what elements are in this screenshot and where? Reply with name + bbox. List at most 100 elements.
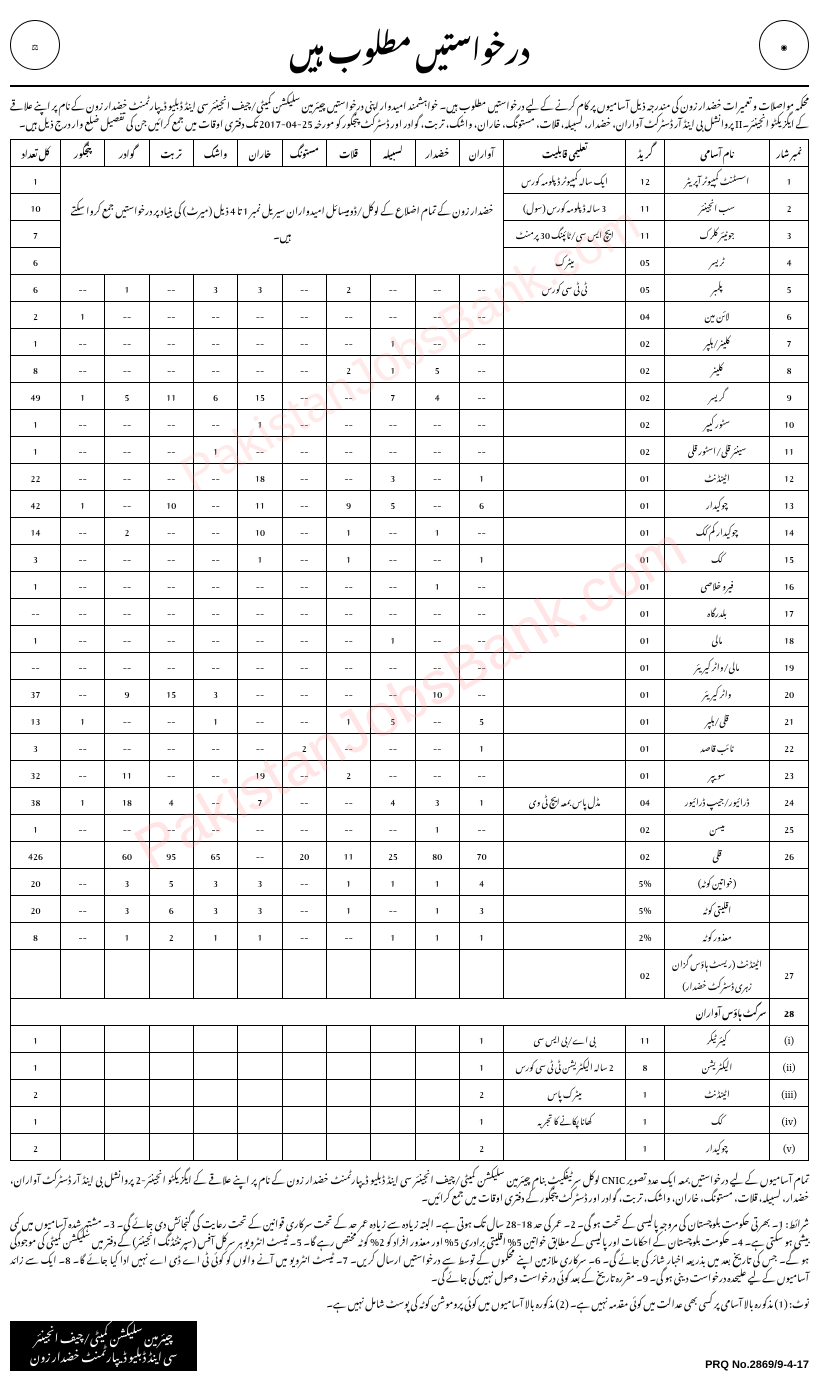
cell [105,1134,149,1161]
cell: 02 [626,410,665,437]
cell [326,950,370,999]
col-header: آواران [459,140,503,167]
cell: 2 [459,1134,503,1161]
cell: -- [238,572,282,599]
cell: -- [326,464,370,491]
cell: معذور کوٹہ [664,923,769,950]
cell [193,1053,237,1080]
cell: 6 [11,248,61,275]
cell: 1 [193,437,237,464]
cell: 1 [459,788,503,815]
col-header: لسبیلہ [371,140,415,167]
cell: -- [193,329,237,356]
cell: (v) [770,1134,809,1161]
cell: -- [371,599,415,626]
cell: 20 [11,896,61,923]
cell: -- [371,302,415,329]
cell [504,545,626,572]
cell: 5 [105,383,149,410]
cell: -- [371,275,415,302]
cell: -- [282,707,326,734]
table-row: (i)کیئر ٹیکر11بی اے/بی ایس سی11 [11,1026,809,1053]
col-header: گوادر [105,140,149,167]
cell: 1 [459,1026,503,1053]
cell: 13 [11,707,61,734]
cell: -- [371,572,415,599]
cell: -- [193,518,237,545]
cell [238,950,282,999]
cell: 2 [326,356,370,383]
cell [238,1080,282,1107]
cell [11,950,61,999]
signature-line2: سی اینڈ ڈبلیو ڈیپارٹمنٹ خضدار زون [30,1346,177,1365]
cell [770,869,809,896]
cell: بلدرگاہ [664,599,769,626]
cell: -- [105,464,149,491]
table-row: (ii)الیکٹریشن82 سالہ الیکٹریشن ٹی ٹی سی … [11,1053,809,1080]
cell: 2 [459,1080,503,1107]
cell: سرکٹ ہاؤس آواران [11,999,770,1026]
cell: 1 [11,1107,61,1134]
cell: -- [282,302,326,329]
cell: -- [459,437,503,464]
table-body: 1اسسٹنٹ کمپیوٹر آپریٹر12ایک سالہ کمپیوٹر… [11,167,809,1161]
table-header-row: نمبر شارنام آسامیگریڈتعلیمی قابلیتآواران… [11,140,809,167]
cell: 2 سالہ الیکٹریشن ٹی ٹی سی کورس [504,1053,626,1080]
col-header: تربت [149,140,193,167]
cell: 27 [770,950,809,999]
logo-left: ⚖ [10,20,60,70]
cell: 02 [626,842,665,869]
cell: 1 [371,356,415,383]
cell [149,950,193,999]
table-row: 26قلی027080251120--659560426 [11,842,809,869]
cell: 14 [11,518,61,545]
cell: چوکیدار [664,491,769,518]
cell: کھانا پکانے کا تجربہ [504,1107,626,1134]
cell: -- [459,275,503,302]
cell: 25 [770,815,809,842]
cell: 11 [626,221,665,248]
col-header: قلات [326,140,370,167]
cell: 22 [11,464,61,491]
cell: -- [193,626,237,653]
cell: 5 [371,491,415,518]
cell: 11 [149,383,193,410]
cell: 11 [626,1026,665,1053]
cell: -- [415,734,459,761]
cell [504,815,626,842]
cell: 01 [626,491,665,518]
cell: -- [149,518,193,545]
cell: -- [415,410,459,437]
cell: -- [105,707,149,734]
cell [149,1080,193,1107]
cell [60,1080,104,1107]
cell: 1 [415,815,459,842]
cell [504,950,626,999]
cell: -- [326,437,370,464]
cell: -- [282,923,326,950]
cell [415,1053,459,1080]
cell: (ii) [770,1053,809,1080]
cell [504,761,626,788]
table-row: 25میسن02--1----------------1 [11,815,809,842]
cell: (خواتین کوٹہ) [664,869,769,896]
cell: مالی/واٹر کیریئر [664,653,769,680]
cell: میٹرک [504,248,626,275]
cell: -- [60,599,104,626]
cell: 1 [238,410,282,437]
table-row: 21قلی/ہلپر015--51----1----113 [11,707,809,734]
table-row: 15کک011----1--1--------3 [11,545,809,572]
cell: -- [105,815,149,842]
cell: 3 [238,869,282,896]
cell: 1 [415,923,459,950]
cell: -- [282,869,326,896]
cell: 01 [626,545,665,572]
cell: 1 [11,1026,61,1053]
cell: 2 [149,923,193,950]
cell: -- [459,653,503,680]
cell: -- [326,572,370,599]
cell: -- [60,437,104,464]
cell: 11 [105,761,149,788]
footer-para1: تمام آسامیوں کے لیے درخواستیں بمعہ ایک ع… [10,1169,809,1205]
cell: -- [149,302,193,329]
